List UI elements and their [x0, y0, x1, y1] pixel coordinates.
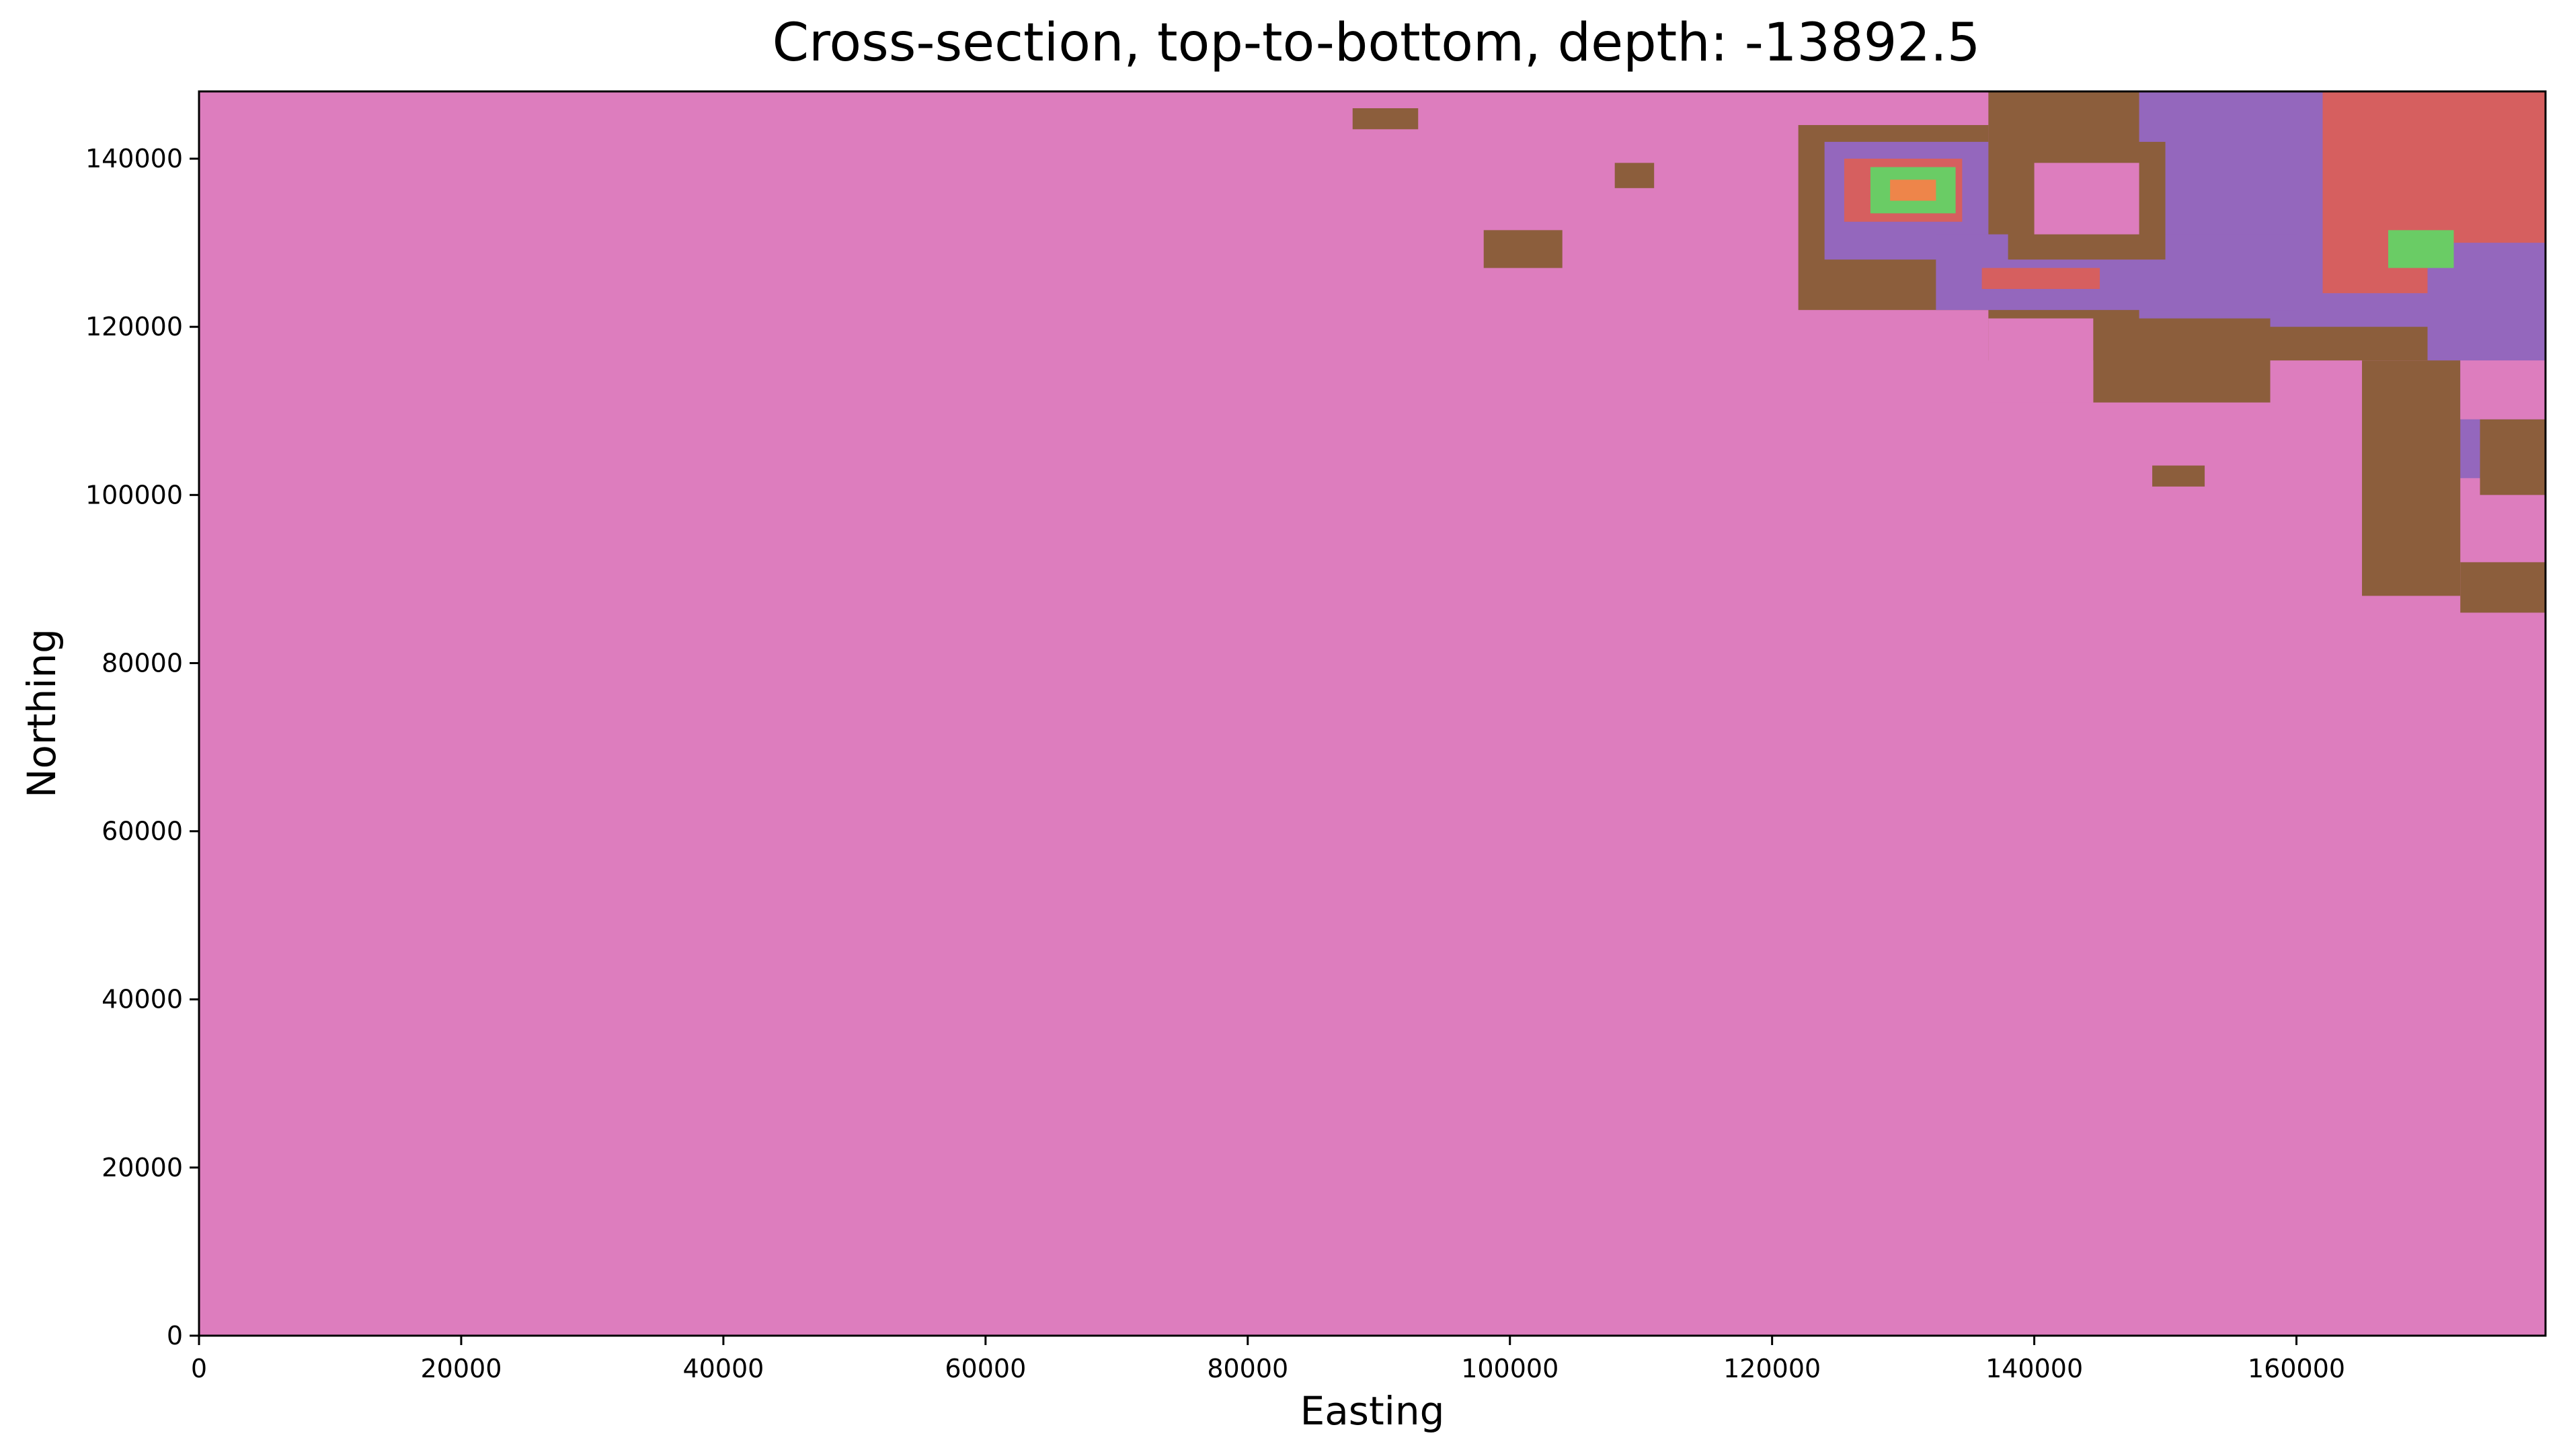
- x-tick-label: 20000: [420, 1354, 502, 1383]
- chart-title: Cross-section, top-to-bottom, depth: -13…: [773, 13, 1981, 73]
- heatmap-region-brown-fleck-mid: [1483, 230, 1563, 268]
- heatmap-region-pink-hole-loop: [2034, 163, 2139, 235]
- heatmap-region-red-stripe-middle: [1981, 268, 2100, 289]
- y-tick-label: 60000: [102, 817, 183, 846]
- heatmap-region-brown-fleck-small: [1614, 163, 1655, 188]
- y-axis-label: Northing: [19, 629, 65, 798]
- x-tick-label: 160000: [2248, 1354, 2345, 1383]
- y-tick-label: 100000: [85, 480, 183, 510]
- y-tick-label: 40000: [102, 985, 183, 1014]
- heatmap-region-brown-fleck-top: [1352, 108, 1419, 130]
- y-tick-label: 140000: [85, 144, 183, 173]
- x-axis-label: Easting: [1300, 1388, 1445, 1434]
- x-tick-label: 120000: [1723, 1354, 1821, 1383]
- heatmap-region-pink-below-tongue: [1988, 318, 2094, 403]
- x-tick-label: 60000: [945, 1354, 1026, 1383]
- heatmap-cells: [199, 91, 2546, 1336]
- heatmap-region-orange-core: [1890, 179, 1936, 201]
- x-axis-ticks: 0 20000 40000 60000 80000 100000 120000 140000 1…: [191, 1336, 2345, 1383]
- y-tick-label: 80000: [102, 648, 183, 678]
- heatmap-region-green-right: [2388, 230, 2454, 268]
- heatmap-region-brown-tongue: [2093, 318, 2271, 403]
- heatmap-region-brown-right-foot: [2460, 562, 2546, 613]
- y-axis-ticks: 0 20000 40000 60000 80000 100000 120000 140000: [85, 144, 199, 1350]
- heatmap-region-brown-fleck-low: [2152, 465, 2205, 487]
- y-tick-label: 0: [167, 1321, 183, 1350]
- x-tick-label: 40000: [682, 1354, 764, 1383]
- x-tick-label: 140000: [1985, 1354, 2083, 1383]
- heatmap-region-pink-hole-right: [2460, 360, 2546, 419]
- x-tick-label: 100000: [1461, 1354, 1559, 1383]
- y-tick-label: 120000: [85, 312, 183, 341]
- x-tick-label: 80000: [1207, 1354, 1288, 1383]
- x-tick-label: 0: [191, 1354, 207, 1383]
- heatmap-region-brown-right-arm: [2362, 360, 2461, 596]
- y-tick-label: 20000: [102, 1153, 183, 1182]
- heatmap-region-brown-right-band: [2480, 419, 2546, 495]
- plot-frame: [198, 90, 2547, 1337]
